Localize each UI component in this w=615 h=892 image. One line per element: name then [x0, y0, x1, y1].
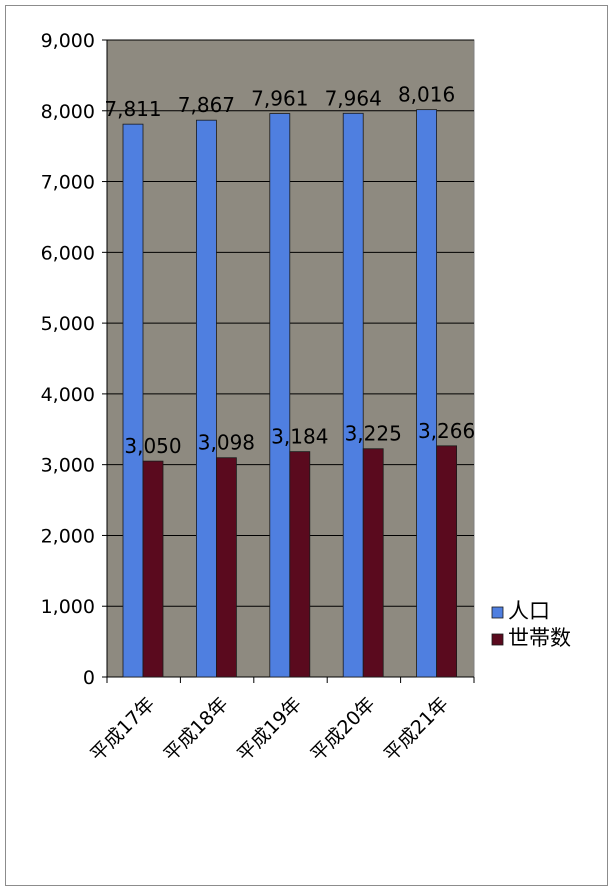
y-tick-label: 3,000 [41, 455, 95, 477]
y-tick-label: 7,000 [41, 172, 95, 194]
data-label-population: 7,867 [178, 93, 235, 117]
bar-households [289, 451, 311, 678]
bar-households [215, 457, 237, 678]
y-tick-label: 6,000 [41, 242, 95, 264]
data-label-population: 7,964 [325, 86, 382, 110]
y-tick-label: 4,000 [41, 384, 95, 406]
bar-population [416, 109, 438, 678]
data-label-households: 3,098 [198, 431, 255, 455]
bar-households [142, 460, 164, 678]
bar-households [436, 445, 458, 678]
y-tick-label: 0 [83, 667, 95, 689]
y-tick-label: 5,000 [41, 313, 95, 335]
legend-label: 世帯数 [508, 626, 571, 650]
y-tick-label: 1,000 [41, 596, 95, 618]
y-tick-label: 8,000 [41, 101, 95, 123]
data-label-population: 8,016 [398, 83, 455, 107]
bar-population [122, 123, 144, 678]
bar-households [362, 448, 384, 678]
bar-population [195, 119, 217, 678]
data-label-households: 3,184 [271, 425, 328, 449]
x-tick-label: 平成21年 [380, 693, 453, 766]
x-tick-label: 平成17年 [86, 693, 159, 766]
bar-population [269, 113, 291, 678]
x-tick-label: 平成19年 [233, 693, 306, 766]
legend-swatch [491, 606, 504, 619]
legend-label: 人口 [508, 599, 550, 623]
data-label-households: 3,050 [124, 434, 181, 458]
legend-swatch [491, 633, 504, 646]
data-label-households: 3,225 [345, 422, 402, 446]
data-label-population: 7,811 [104, 97, 161, 121]
x-tick-label: 平成18年 [160, 693, 233, 766]
y-tick-label: 2,000 [41, 525, 95, 547]
x-tick-label: 平成20年 [306, 693, 379, 766]
bar-population [342, 112, 364, 678]
y-tick-label: 9,000 [41, 30, 95, 52]
data-label-population: 7,961 [251, 87, 308, 111]
data-label-households: 3,266 [418, 419, 475, 443]
